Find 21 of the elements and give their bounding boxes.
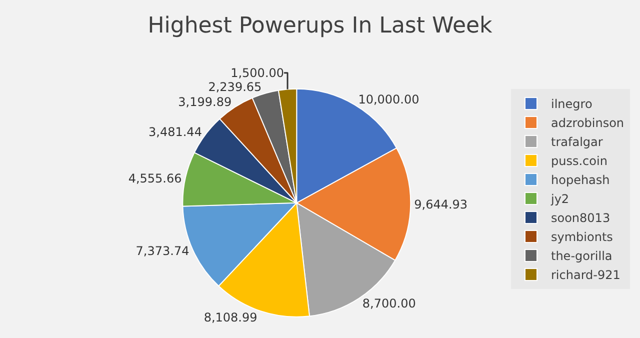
legend-label: ilnegro xyxy=(551,97,592,112)
legend-label: richard-921 xyxy=(551,268,620,282)
data-label: 8,700.00 xyxy=(362,296,416,310)
chart-title: Highest Powerups In Last Week xyxy=(148,13,493,38)
legend-label: trafalgar xyxy=(551,135,603,150)
legend-label: adzrobinson xyxy=(551,116,624,130)
legend-label: symbionts xyxy=(551,230,613,244)
legend-label: the-gorilla xyxy=(551,249,612,264)
data-label: 8,108.99 xyxy=(204,310,258,324)
legend-label: soon8013 xyxy=(551,211,610,226)
data-label: 3,481.44 xyxy=(148,125,202,140)
data-label: 4,555.66 xyxy=(128,171,182,186)
legend-label: puss.coin xyxy=(551,154,608,168)
data-label: 10,000.00 xyxy=(358,92,420,107)
data-label: 9,644.93 xyxy=(414,197,468,212)
data-label: 1,500.00 xyxy=(230,66,284,80)
legend-label: jy2 xyxy=(550,192,570,206)
legend-label: hopehash xyxy=(551,173,610,188)
data-label: 7,373.74 xyxy=(136,244,190,258)
data-label: 2,239.65 xyxy=(208,80,262,94)
data-label: 3,199.89 xyxy=(178,95,232,110)
